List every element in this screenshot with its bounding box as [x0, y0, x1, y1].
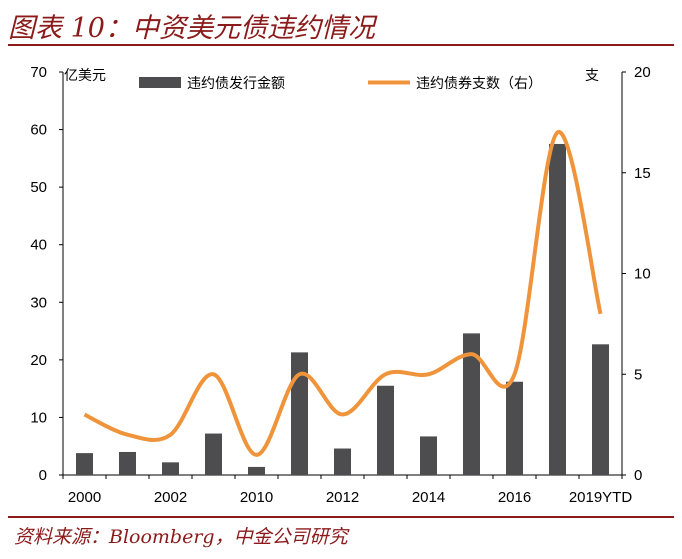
bar-2011 [291, 352, 308, 475]
bar-2019YTD [592, 344, 609, 475]
x-tick-label-2002: 2002 [154, 489, 187, 506]
legend-label-line: 违约债券支数（右） [416, 76, 542, 92]
source-note: 资料来源：Bloomberg，中金公司研究 [14, 526, 348, 548]
line-series-default-count [83, 130, 603, 457]
x-tick-label-2019YTD: 2019YTD [569, 489, 633, 506]
right-tick-label: 10 [634, 266, 651, 283]
title-rule [8, 44, 674, 46]
bar-2010 [248, 466, 265, 475]
left-tick-label: 40 [30, 237, 47, 254]
source-rule [8, 516, 674, 518]
bar-2016 [506, 381, 523, 475]
right-tick-label: 20 [634, 64, 651, 81]
right-tick-label: 5 [634, 366, 642, 383]
bar-2013 [377, 385, 394, 475]
legend-swatch-bar [139, 77, 181, 88]
left-tick-label: 10 [30, 409, 47, 426]
bar-2001 [119, 451, 136, 475]
bar-2012 [334, 448, 351, 475]
left-tick-label: 0 [39, 467, 47, 484]
bar-2014 [420, 436, 437, 475]
left-tick-label: 70 [30, 64, 47, 81]
right-tick-label: 0 [634, 467, 642, 484]
bar-2000 [76, 453, 93, 475]
x-tick-label-2000: 2000 [68, 489, 101, 506]
left-tick-label: 20 [30, 352, 47, 369]
x-tick-label-2012: 2012 [326, 489, 359, 506]
right-axis-unit: 支 [585, 68, 599, 84]
bar-2002 [162, 462, 179, 475]
x-tick-label-2014: 2014 [412, 489, 445, 506]
bar-2009 [205, 433, 222, 475]
bar-2017 [549, 143, 566, 475]
figure-title: 图表 10：中资美元债违约情况 [8, 13, 375, 44]
x-tick-label-2010: 2010 [240, 489, 273, 506]
left-tick-label: 60 [30, 122, 47, 139]
bar-2015 [463, 333, 480, 475]
legend-label-bar: 违约债发行金额 [187, 76, 285, 92]
left-tick-label: 50 [30, 179, 47, 196]
combo-chart: 0 10 20 30 40 50 60 70 0 5 10 15 20 2000 2002 2010 201… [30, 64, 651, 506]
left-axis-unit: 亿美元 [64, 68, 106, 84]
left-tick-label: 30 [30, 294, 47, 311]
right-tick-label: 15 [634, 165, 651, 182]
x-tick-label-2016: 2016 [498, 489, 531, 506]
